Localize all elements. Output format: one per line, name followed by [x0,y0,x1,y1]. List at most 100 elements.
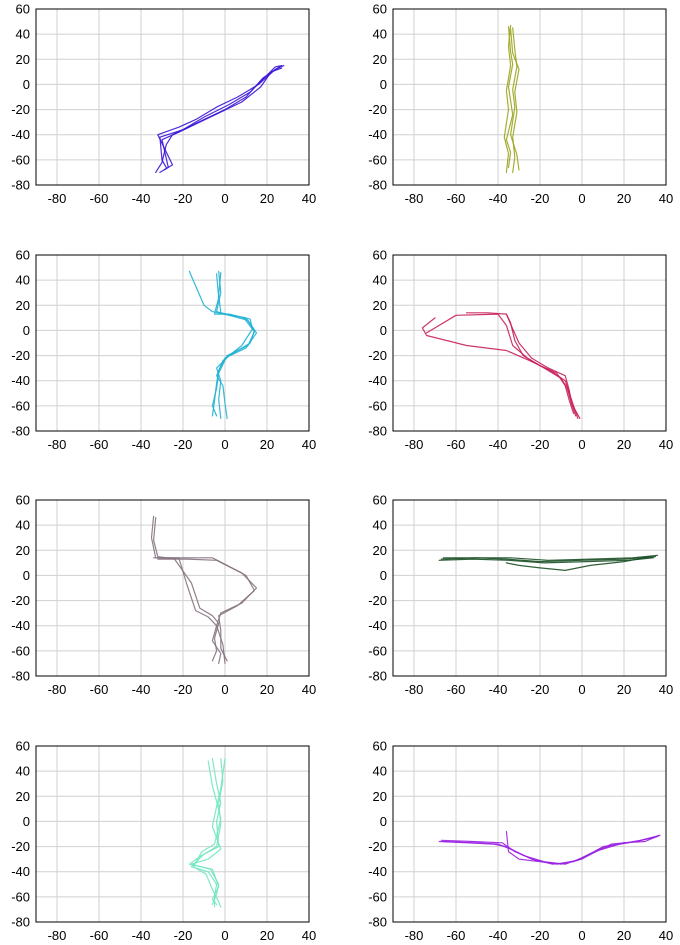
plot-frame [35,254,310,432]
x-tick-label: 20 [260,928,274,943]
trajectory-line [190,757,222,908]
x-tick-label: 20 [260,437,274,452]
y-tick-label: 0 [23,568,30,583]
x-tick-label: -20 [174,682,193,697]
x-tick-label: -40 [489,928,508,943]
y-tick-label: -80 [368,915,387,930]
y-tick-label: 60 [16,248,30,263]
x-tick-label: -40 [489,682,508,697]
trajectory-line [188,270,258,417]
y-tick-label: 0 [380,814,387,829]
trajectory-line [503,24,512,173]
trajectory-line [216,272,253,419]
chart-panel-4: -80 -60 -40 -20 0 20 40 60 40 20 0 -20 -40 -60 -80 [368,248,673,453]
trajectory-line [510,28,520,173]
plot-frame [35,745,310,923]
trajectory-line [157,64,285,171]
x-tick-label: 40 [659,928,673,943]
y-tick-label: -40 [368,373,387,388]
y-tick-label: 40 [16,518,30,533]
trajectory-line [442,835,659,865]
y-tick-label: -40 [368,618,387,633]
y-tick-label: 60 [16,2,30,17]
y-tick-label: -40 [368,864,387,879]
y-tick-label: 20 [16,543,30,558]
trajectory-line [159,67,283,173]
y-tick-label: -80 [11,178,30,193]
y-tick-label: -60 [11,889,30,904]
y-tick-label: 0 [23,814,30,829]
x-tick-label: -20 [174,928,193,943]
x-tick-label: -60 [90,191,109,206]
x-tick-label: -20 [174,437,193,452]
x-tick-label: 40 [302,682,316,697]
y-tick-label: -80 [11,915,30,930]
trajectory-line [192,760,222,908]
y-tick-label: 40 [16,273,30,288]
y-tick-label: -40 [11,127,30,142]
chart-panel-2: -80 -60 -40 -20 0 20 40 60 40 20 0 -20 -40 -60 -80 [368,2,673,207]
x-tick-label: -20 [531,437,550,452]
x-tick-label: 0 [578,682,585,697]
y-tick-label: 0 [380,77,387,92]
trajectory-line [159,64,283,168]
y-tick-label: 60 [373,493,387,508]
x-tick-label: -80 [405,191,424,206]
y-tick-label: 40 [16,27,30,42]
x-tick-label: 0 [221,437,228,452]
y-tick-label: 0 [23,323,30,338]
x-tick-label: 40 [302,191,316,206]
y-tick-label: -20 [368,839,387,854]
x-tick-label: 40 [659,682,673,697]
y-tick-label: 20 [16,789,30,804]
x-tick-label: -20 [531,682,550,697]
trajectory-line [190,757,226,906]
x-tick-label: 40 [302,928,316,943]
x-tick-label: -60 [447,928,466,943]
plot-frame [392,8,667,186]
trajectory-line [505,313,577,417]
x-tick-label: 20 [617,682,631,697]
x-tick-label: -40 [132,928,151,943]
y-tick-label: 20 [373,52,387,67]
y-tick-label: 20 [16,52,30,67]
y-tick-label: 0 [23,77,30,92]
x-tick-label: -80 [48,191,67,206]
y-tick-label: 20 [373,298,387,313]
y-tick-label: -80 [11,669,30,684]
y-tick-label: -40 [11,864,30,879]
x-tick-label: -60 [447,191,466,206]
y-tick-label: 20 [373,543,387,558]
x-tick-label: -80 [48,437,67,452]
x-tick-label: -40 [132,437,151,452]
x-tick-label: -60 [90,437,109,452]
y-tick-label: 60 [16,493,30,508]
x-tick-label: 40 [302,437,316,452]
y-tick-label: 40 [373,764,387,779]
y-tick-label: -20 [11,348,30,363]
y-tick-label: 20 [373,789,387,804]
x-tick-label: -60 [447,437,466,452]
plot-frame [35,8,310,186]
x-tick-label: 0 [221,682,228,697]
trajectory-line [442,554,659,561]
y-tick-label: -80 [368,424,387,439]
x-tick-label: -40 [489,191,508,206]
y-tick-label: -80 [368,669,387,684]
chart-panel-5: -80 -60 -40 -20 0 20 40 60 40 20 0 -20 -40 -60 -80 [11,493,316,698]
trajectory-line [421,317,579,419]
trajectory-line [153,516,220,662]
x-tick-label: 40 [659,437,673,452]
x-tick-label: 0 [578,928,585,943]
x-tick-label: -60 [90,682,109,697]
x-tick-label: 20 [617,437,631,452]
y-tick-label: -20 [11,839,30,854]
y-tick-label: -20 [368,348,387,363]
y-tick-label: -40 [11,618,30,633]
trajectory-line [465,312,575,414]
y-tick-label: -60 [368,152,387,167]
y-tick-label: 40 [373,27,387,42]
x-tick-label: -80 [48,928,67,943]
y-tick-label: -40 [368,127,387,142]
